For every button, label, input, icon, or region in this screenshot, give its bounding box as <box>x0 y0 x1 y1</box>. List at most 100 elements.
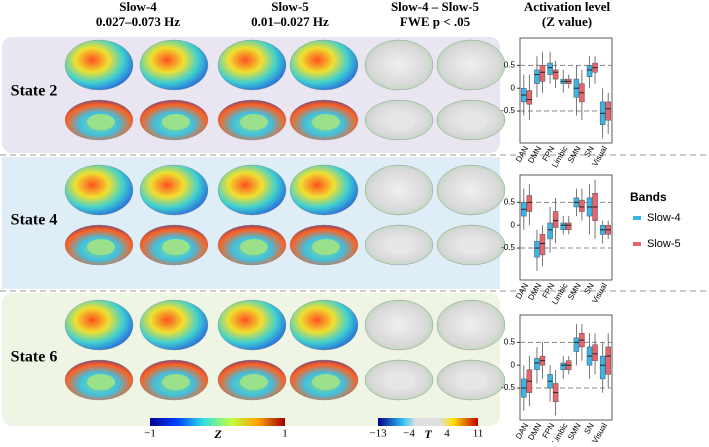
y-tick-label: -0.5 <box>501 383 515 392</box>
plot-frame <box>519 37 613 144</box>
plot-frame <box>519 314 613 421</box>
brain-medial <box>387 374 415 390</box>
box <box>526 90 533 105</box>
brain <box>289 299 359 351</box>
brain <box>364 164 434 216</box>
x-tick-label: SMN <box>566 144 583 164</box>
box <box>586 65 593 78</box>
brain <box>289 164 359 216</box>
brain <box>364 39 434 91</box>
box <box>552 211 559 228</box>
y-tick-label: -0.5 <box>501 243 515 252</box>
state-label: State 4 <box>11 212 58 229</box>
y-tick-label: 0 <box>511 83 516 92</box>
brain-medial <box>87 374 115 390</box>
brain <box>436 39 506 91</box>
brain <box>64 299 134 351</box>
brain-medial <box>387 114 415 130</box>
legend-label: Slow-4 <box>647 212 681 224</box>
box <box>566 222 572 231</box>
header: 0.027–0.073 Hz <box>96 14 180 29</box>
brain-medial <box>312 239 340 255</box>
box <box>579 199 585 212</box>
colorbar-label: Z <box>213 427 222 441</box>
brain-medial <box>162 239 190 255</box>
brain <box>289 39 359 91</box>
header: Slow-4 <box>119 0 157 14</box>
brain-medial <box>240 374 268 390</box>
header: Slow-5 <box>271 0 309 14</box>
y-tick-label: 0 <box>511 360 516 369</box>
box <box>599 355 606 380</box>
box <box>560 362 566 371</box>
brain-medial <box>459 239 487 255</box>
box <box>539 234 546 256</box>
brain <box>217 39 287 91</box>
colorbar <box>378 418 478 426</box>
box <box>573 337 580 352</box>
y-tick-label: 0.5 <box>504 338 516 347</box>
header: (Z value) <box>542 14 592 29</box>
plot-frame <box>519 174 613 281</box>
box <box>552 69 559 80</box>
colorbar-label: −4 <box>403 428 415 440</box>
box <box>526 195 533 212</box>
state-label: State 2 <box>11 83 58 100</box>
brain-medial <box>459 374 487 390</box>
brain <box>139 39 209 91</box>
y-tick-label: 0.5 <box>504 198 516 207</box>
brain-medial <box>162 374 190 390</box>
box <box>539 65 546 82</box>
brain-medial <box>312 114 340 130</box>
box <box>605 346 611 375</box>
y-tick-label: -0.5 <box>501 106 515 115</box>
colorbar <box>150 418 285 426</box>
colorbar-label: −1 <box>144 428 156 440</box>
brain-medial <box>162 114 190 130</box>
x-tick-label: Visual <box>590 421 609 442</box>
colorbar-label: 1 <box>282 428 288 440</box>
box <box>534 240 540 258</box>
brain-medial <box>387 239 415 255</box>
header: FWE p < .05 <box>400 14 471 29</box>
brain <box>436 164 506 216</box>
brain-medial <box>240 114 268 130</box>
colorbar-label: 4 <box>444 428 450 440</box>
brain <box>217 164 287 216</box>
brain-medial <box>240 239 268 255</box>
brain <box>217 299 287 351</box>
colorbar-label: T <box>424 427 432 441</box>
y-tick-label: 0.5 <box>504 61 516 70</box>
header: 0.01–0.027 Hz <box>251 14 329 29</box>
brain-medial <box>87 114 115 130</box>
brain <box>364 299 434 351</box>
box <box>534 358 540 371</box>
box <box>592 344 598 361</box>
colorbar-label: −13 <box>369 428 387 440</box>
colorbar-label: 11 <box>473 428 484 440</box>
box <box>534 69 540 84</box>
brain <box>436 299 506 351</box>
x-tick-label: SMN <box>566 421 583 441</box>
x-tick-label: DMN <box>526 421 543 441</box>
state-label: State 6 <box>11 349 58 366</box>
y-tick-label: 0 <box>511 220 516 229</box>
brain-maps <box>64 39 506 401</box>
legend-title: Bands <box>630 190 667 204</box>
box <box>547 222 553 240</box>
brain <box>64 164 134 216</box>
brain-medial <box>312 374 340 390</box>
legend-label: Slow-5 <box>647 238 681 250</box>
box <box>560 222 566 231</box>
box <box>547 62 553 75</box>
header: Slow-4 – Slow-5 <box>391 0 480 14</box>
brain <box>64 39 134 91</box>
brain-medial <box>87 239 115 255</box>
header: Activation level <box>524 0 611 14</box>
brain-medial <box>459 114 487 130</box>
brain <box>139 164 209 216</box>
x-tick-label: DMN <box>526 281 543 301</box>
box <box>605 101 611 121</box>
brain <box>139 299 209 351</box>
